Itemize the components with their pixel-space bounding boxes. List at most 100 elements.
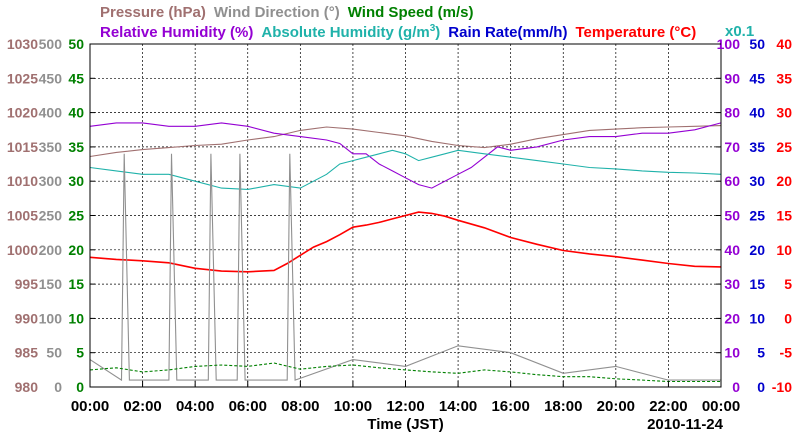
x-tick-label: 18:00 <box>544 398 582 415</box>
y-tick-label: 50 <box>46 345 62 361</box>
y-tick-label: 995 <box>15 276 39 292</box>
x-tick-label: 16:00 <box>491 398 529 415</box>
y-tick-label: 60 <box>724 173 740 189</box>
y-tick-label: 20 <box>749 242 765 258</box>
series-layer <box>89 122 722 388</box>
series-line-relative-humidity <box>89 122 722 189</box>
y-tick-label: 10 <box>776 242 792 258</box>
legend-row: Pressure (hPa) Wind Direction (°) Wind Spe… <box>100 4 473 21</box>
y-tick-label: 40 <box>749 105 765 121</box>
x-tick-label: 00:00 <box>71 398 109 415</box>
x-tick-label: 12:00 <box>386 398 424 415</box>
y-tick-label: 100 <box>717 36 741 52</box>
y-tick-label: 150 <box>39 276 63 292</box>
y-tick-label: 20 <box>68 242 84 258</box>
y-tick-label: 5 <box>784 276 792 292</box>
y-tick-label: 400 <box>39 105 63 121</box>
y-tick-label: 5 <box>757 345 765 361</box>
y-tick-label: 10 <box>68 310 84 326</box>
y-tick-label: 0 <box>76 379 84 395</box>
y-tick-label: 1030 <box>7 36 38 52</box>
y-tick-label: 350 <box>39 139 63 155</box>
y-tick-label: 25 <box>68 208 84 224</box>
x-tick-label: 04:00 <box>176 398 214 415</box>
legend-entry-tail: ) <box>435 24 440 41</box>
y-tick-label: 70 <box>724 139 740 155</box>
legend-entry: Relative Humidity (%) <box>100 24 253 41</box>
y-tick-label: 30 <box>68 173 84 189</box>
series-line-absolute-humidity <box>89 149 722 190</box>
legend-entry: Absolute Humidity (g/m <box>261 24 429 41</box>
y-tick-label: 15 <box>68 276 84 292</box>
y-tick-label: 1020 <box>7 105 38 121</box>
x-tick-label: 20:00 <box>597 398 635 415</box>
y-tick-label: 30 <box>724 276 740 292</box>
y-tick-label: 5 <box>76 345 84 361</box>
y-tick-label: 1025 <box>7 70 38 86</box>
y-tick-label: 980 <box>15 379 39 395</box>
y-tick-label: 50 <box>68 36 84 52</box>
x-tick-label: 14:00 <box>439 398 477 415</box>
y-tick-label: 0 <box>784 310 792 326</box>
y-tick-label: 1010 <box>7 173 38 189</box>
y-tick-label: 15 <box>776 208 792 224</box>
date-label: 2010-11-24 <box>647 416 724 433</box>
series-line-temperature <box>89 211 722 273</box>
x-tick-label: 00:00 <box>702 398 740 415</box>
x-axis-label: Time (JST) <box>367 416 443 433</box>
y-tick-label: 250 <box>39 208 63 224</box>
y-tick-label: 0 <box>757 379 765 395</box>
x-tick-label: 02:00 <box>123 398 161 415</box>
series-line-wind-direction <box>89 153 721 382</box>
x-tick-label: 06:00 <box>229 398 267 415</box>
y-tick-label: 35 <box>776 70 792 86</box>
y-tick-label: 1005 <box>7 208 38 224</box>
x-tick-label: 10:00 <box>334 398 372 415</box>
y-tick-label: 25 <box>776 139 792 155</box>
y-tick-label: 35 <box>68 139 84 155</box>
y-tick-label: 500 <box>39 36 63 52</box>
y-tick-label: 50 <box>749 36 765 52</box>
y-tick-label: 1000 <box>7 242 38 258</box>
legend: Pressure (hPa) Wind Direction (°) Wind Spe… <box>100 4 754 41</box>
y-tick-label: 30 <box>749 173 765 189</box>
y-tick-label: 35 <box>749 139 765 155</box>
y-tick-label: 450 <box>39 70 63 86</box>
y-tick-label: 200 <box>39 242 63 258</box>
y-tick-label: 25 <box>749 208 765 224</box>
x-tick-label: 22:00 <box>649 398 687 415</box>
y-tick-label: 300 <box>39 173 63 189</box>
legend-entry: Pressure (hPa) <box>100 4 206 21</box>
legend-superscript: 3 <box>430 23 436 34</box>
legend-row: Relative Humidity (%) Absolute Humidity (… <box>100 23 696 41</box>
y-tick-label: 100 <box>39 310 63 326</box>
y-tick-label: 45 <box>68 70 84 86</box>
x-tick-label: 08:00 <box>281 398 319 415</box>
y-tick-label: 985 <box>15 345 39 361</box>
y-tick-label: 40 <box>724 242 740 258</box>
y-tick-label: 20 <box>724 310 740 326</box>
y-tick-label: 90 <box>724 70 740 86</box>
y-axes: 9809859909951000100510101015102010251030… <box>7 36 792 395</box>
y-tick-label: 80 <box>724 105 740 121</box>
series-line-pressure <box>89 125 722 158</box>
x-axis: 00:00 02:00 04:00 06:00 08:00 10:00 12:00 14:00… <box>71 381 740 415</box>
legend-entry: Temperature (°C) <box>575 24 696 41</box>
y-tick-label: 30 <box>776 105 792 121</box>
legend-entry: Wind Direction (°) <box>214 4 340 21</box>
y-tick-label: -5 <box>780 345 793 361</box>
y-tick-label: 40 <box>68 105 84 121</box>
legend-entry: Wind Speed (m/s) <box>348 4 474 21</box>
y-tick-label: 0 <box>54 379 62 395</box>
y-tick-label: 990 <box>15 310 39 326</box>
y-tick-label: 15 <box>749 276 765 292</box>
series-line-wind-speed <box>89 362 721 383</box>
y-tick-label: -10 <box>772 379 792 395</box>
y-tick-label: 10 <box>749 310 765 326</box>
y-tick-label: 45 <box>749 70 765 86</box>
y-tick-label: 0 <box>732 379 740 395</box>
y-tick-label: 50 <box>724 208 740 224</box>
legend-entry: Rain Rate(mm/h) <box>448 24 567 41</box>
scale-note: x0.1 <box>725 23 754 40</box>
